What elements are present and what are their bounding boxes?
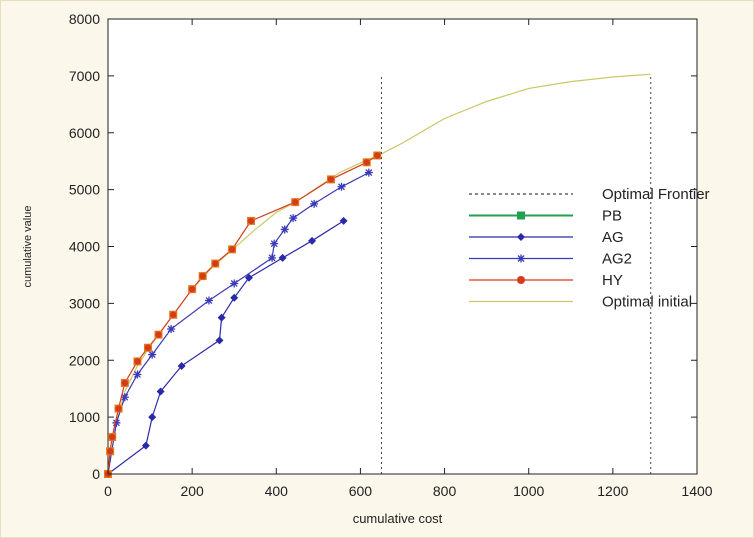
legend-marker [517,254,525,263]
data-point [292,198,299,206]
data-point [155,331,162,338]
data-point [144,344,152,351]
data-point [278,253,287,262]
data-point [141,441,150,450]
data-point [167,324,176,333]
series-layer [104,73,652,478]
legend-marker [517,211,525,220]
data-point [230,279,239,288]
data-point [188,285,196,293]
data-point [374,152,381,159]
data-point [148,413,157,422]
legend-label: Optimal initial [602,294,692,311]
x-tick-label: 800 [433,483,457,499]
legend-entry: Optimal Frontier [469,186,710,203]
y-tick-label: 4000 [69,239,100,255]
data-point [120,393,129,402]
legend-label: AG [602,229,624,246]
legend-label: Optimal Frontier [602,186,710,203]
x-tick-label: 0 [104,483,112,499]
data-point [215,336,224,345]
legend-label: AG2 [602,251,632,268]
legend: Optimal Frontier PB AG AG2 HY Optimal initial [469,186,710,311]
data-point [244,273,253,282]
x-tick-label: 200 [180,483,204,499]
y-tick-label: 1000 [69,409,100,425]
legend-entry: AG [469,229,624,246]
data-point [199,272,206,280]
data-point [204,296,213,305]
data-point [230,293,239,302]
data-point [363,159,370,166]
data-point [268,253,277,262]
data-point [280,225,289,234]
data-point [109,433,116,441]
legend-entry: PB [469,208,622,225]
y-axis-title: cumulative value [22,206,34,288]
data-point [133,370,142,379]
series-ag2 [104,168,373,478]
x-axis-title: cumulative cost [353,511,443,526]
series-line [107,154,378,475]
data-point [112,418,121,427]
plot-area [107,18,698,475]
data-point [156,387,165,396]
data-point [212,260,219,267]
y-tick-label: 6000 [69,125,100,141]
data-point [115,405,122,412]
data-point [337,182,346,191]
x-tick-label: 1400 [681,483,712,499]
legend-entry: HY [469,272,623,289]
data-point [106,448,114,455]
data-point [177,361,186,370]
series-ag [104,216,348,478]
data-point [327,176,335,183]
data-point [310,199,319,208]
data-point [228,246,236,253]
legend-entry: AG2 [469,251,632,268]
y-tick-label: 2000 [69,352,100,368]
legend-label: PB [602,208,622,225]
data-point [308,236,317,245]
data-point [134,358,141,365]
data-point [364,168,373,177]
y-tick-label: 7000 [69,68,100,84]
legend-entry: Optimal initial [469,294,692,311]
data-point [121,379,129,387]
series-line [107,220,344,475]
data-point [217,313,226,322]
tick-layer: 0 200 400 600 800 1000 1200 1400 0 1000 2000 3000 40… [69,11,713,499]
series-hy [104,151,382,478]
data-point [170,311,177,318]
data-point [339,216,348,225]
x-tick-label: 600 [349,483,373,499]
y-tick-label: 0 [92,466,100,482]
legend-marker [517,276,525,284]
data-point [148,350,157,359]
x-tick-label: 1000 [513,483,544,499]
data-point [289,214,298,223]
data-point [270,239,279,248]
x-tick-label: 400 [265,483,289,499]
y-tick-label: 5000 [69,182,100,198]
y-tick-label: 3000 [69,295,100,311]
y-tick-label: 8000 [69,11,100,27]
legend-label: HY [602,272,623,289]
series-optimal-frontier [380,75,652,474]
data-point [247,217,255,225]
legend-marker [517,233,525,241]
x-tick-label: 1200 [597,483,628,499]
